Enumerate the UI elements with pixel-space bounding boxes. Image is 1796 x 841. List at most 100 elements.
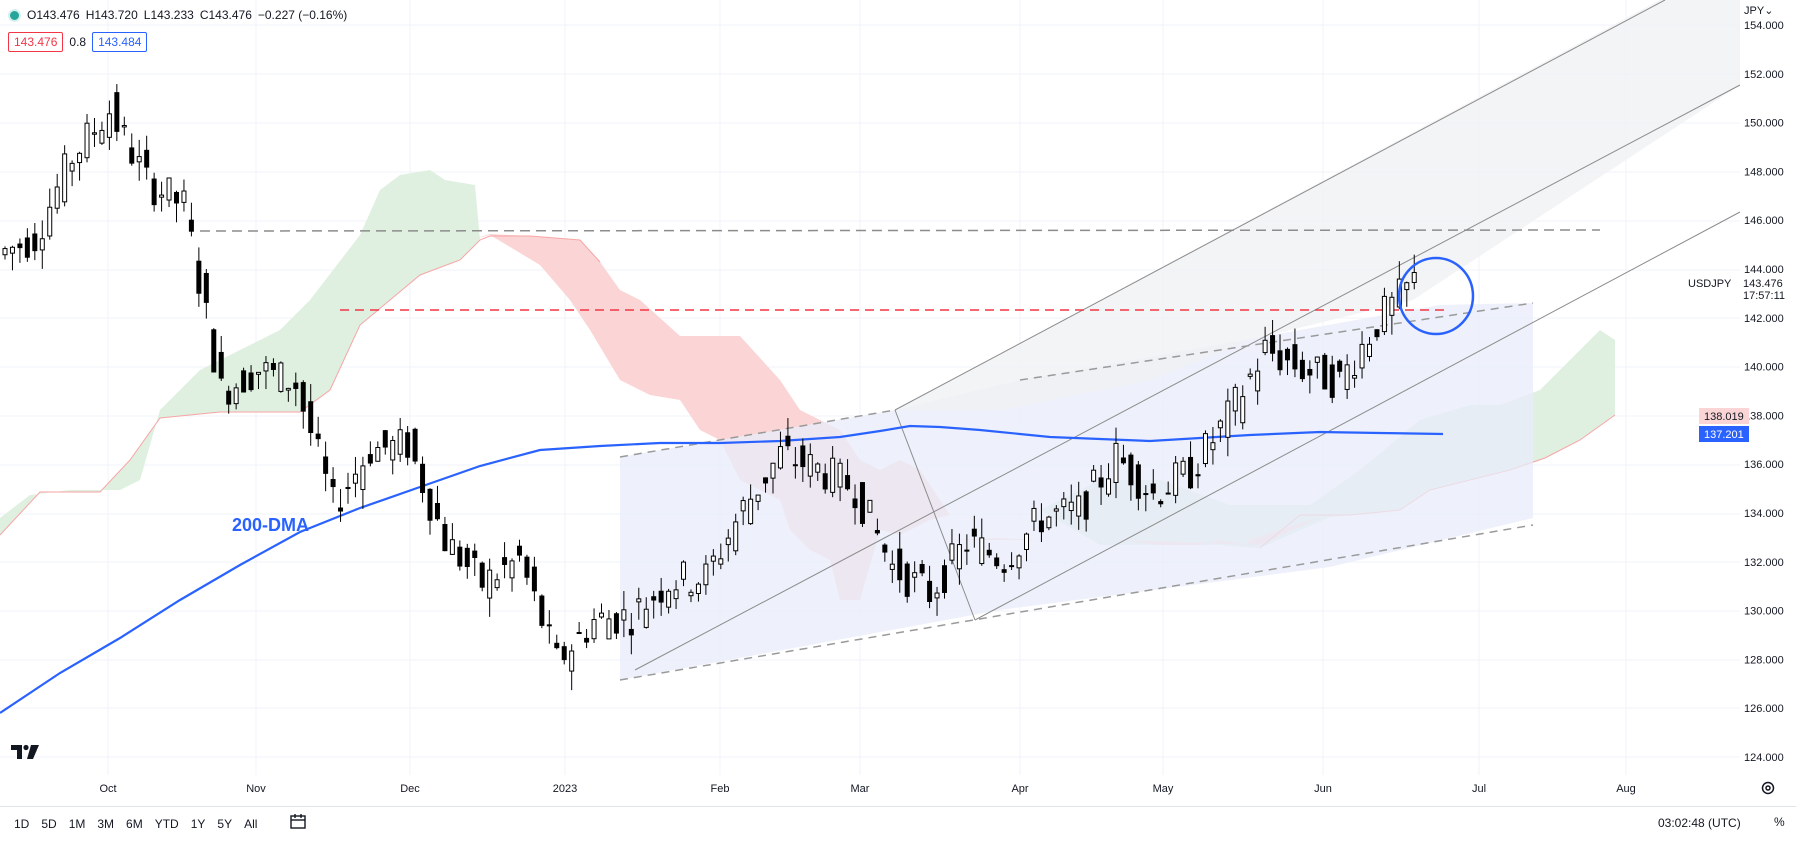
range-button-5y[interactable]: 5Y: [217, 817, 233, 831]
candle-bullish: [166, 177, 172, 201]
candle-bullish: [1240, 396, 1246, 424]
cloud-price-text: 138.019: [1704, 411, 1744, 423]
candle-bullish: [688, 591, 694, 597]
range-button-1m[interactable]: 1M: [68, 817, 86, 831]
candle-bearish: [658, 590, 664, 603]
candle-bearish: [651, 596, 657, 601]
utc-clock[interactable]: 03:02:48 (UTC): [1658, 816, 1741, 830]
candle-bullish: [807, 454, 813, 477]
candle-bullish: [949, 543, 955, 561]
candle-bearish: [897, 548, 903, 581]
candle-bullish: [352, 473, 358, 484]
candle-bullish: [666, 590, 672, 608]
price-tick-label: 134.000: [1744, 508, 1784, 520]
candle-bearish: [845, 475, 851, 490]
channel-lines: [619, 0, 1741, 681]
candle-bullish: [2, 248, 8, 256]
candle-bearish: [1307, 368, 1313, 376]
range-button-all[interactable]: All: [244, 817, 258, 831]
candle-bearish: [613, 613, 619, 634]
candle-bearish: [1322, 354, 1328, 390]
candle-bearish: [1329, 364, 1335, 398]
candle-bearish: [405, 432, 411, 458]
candle-bearish: [293, 382, 299, 389]
candle-bearish: [964, 549, 970, 552]
candle-bearish: [248, 372, 254, 391]
high-value: H143.720: [85, 8, 138, 22]
price-tick-label: 124.000: [1744, 752, 1784, 764]
candle-bearish: [457, 546, 463, 567]
candle-bullish: [740, 500, 746, 512]
candle-bullish: [673, 589, 679, 600]
chevron-down-icon: ⌄: [1764, 5, 1774, 17]
candle-bearish: [196, 260, 202, 294]
candle-bearish: [330, 479, 336, 488]
candle-bearish: [852, 498, 858, 509]
candle-bullish: [1202, 433, 1208, 465]
candle-bearish: [516, 545, 522, 556]
candle-bullish: [777, 446, 783, 469]
candle-bearish: [472, 550, 478, 558]
candle-bullish: [1143, 493, 1149, 496]
candle-bearish: [1038, 520, 1044, 533]
candle-bullish: [621, 609, 627, 621]
tradingview-logo[interactable]: [10, 743, 42, 761]
candle-bullish: [979, 537, 985, 565]
ask-button[interactable]: 143.484: [92, 32, 148, 52]
candle-bearish: [338, 507, 344, 512]
time-tick-label: Mar: [851, 783, 870, 795]
candle-bearish: [927, 580, 933, 602]
candle-bearish: [561, 646, 567, 661]
percent-toggle[interactable]: %: [1774, 815, 1785, 829]
candle-bullish: [1247, 373, 1253, 377]
market-status-icon[interactable]: [8, 8, 21, 22]
candle-bullish: [770, 462, 776, 479]
open-value: O143.476: [27, 8, 80, 22]
range-button-5d[interactable]: 5D: [41, 817, 57, 831]
candle-bearish: [1188, 456, 1194, 489]
candle-bullish: [1262, 339, 1268, 354]
currency-selector[interactable]: JPY⌄: [1744, 4, 1773, 17]
candle-bullish: [792, 464, 798, 467]
date-range-icon[interactable]: [288, 813, 308, 831]
time-tick-label: May: [1153, 783, 1174, 795]
time-axis[interactable]: Oct Nov Dec 2023 Feb Mar Apr May Jun Jul Aug: [99, 783, 1635, 795]
candle-bullish: [1061, 498, 1067, 508]
price-tick-label: 140.000: [1744, 362, 1784, 374]
price-tick-label: 138.000: [1744, 410, 1784, 422]
candle-bullish: [47, 206, 53, 237]
range-button-6m[interactable]: 6M: [126, 817, 143, 831]
candle-bullish: [703, 563, 709, 586]
price-chart[interactable]: 200-DMA 154.000 152.000 150.000 148.000 146.…: [0, 0, 1796, 806]
candle-bullish: [84, 122, 90, 159]
highlight-circle[interactable]: [1397, 256, 1475, 336]
range-button-3m[interactable]: 3M: [97, 817, 115, 831]
settings-gear-icon[interactable]: [1760, 780, 1776, 796]
candle-bullish: [1381, 295, 1387, 333]
candle-bearish: [173, 191, 179, 204]
candle-bullish: [718, 558, 724, 565]
candle-bearish: [1277, 350, 1283, 371]
candle-bullish: [1076, 495, 1082, 517]
candle-bearish: [315, 433, 321, 440]
candle-bearish: [531, 566, 537, 592]
range-button-ytd[interactable]: YTD: [154, 817, 179, 831]
candle-bearish: [524, 556, 530, 578]
candle-bullish: [159, 194, 165, 198]
cloud-bullish-1: [0, 170, 480, 535]
candle-bullish: [643, 608, 649, 628]
candle-bullish: [1016, 555, 1022, 569]
bid-button[interactable]: 143.476: [8, 32, 64, 52]
range-button-1y[interactable]: 1Y: [190, 817, 206, 831]
candle-bullish: [487, 569, 493, 599]
candle-bearish: [1284, 348, 1290, 361]
price-tick-label: 148.000: [1744, 166, 1784, 178]
candle-bearish: [1001, 569, 1007, 573]
candle-bearish: [32, 233, 38, 252]
range-button-1d[interactable]: 1D: [14, 817, 30, 831]
candle-bullish: [39, 238, 45, 251]
candle-bullish: [748, 498, 754, 525]
price-axis[interactable]: 154.000 152.000 150.000 148.000 146.000 144.0…: [1744, 20, 1784, 764]
candle-bullish: [1106, 478, 1112, 495]
price-tick-label: 130.000: [1744, 606, 1784, 618]
